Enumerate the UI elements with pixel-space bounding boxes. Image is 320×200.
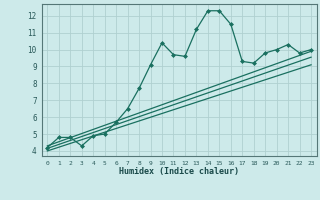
X-axis label: Humidex (Indice chaleur): Humidex (Indice chaleur) bbox=[119, 167, 239, 176]
